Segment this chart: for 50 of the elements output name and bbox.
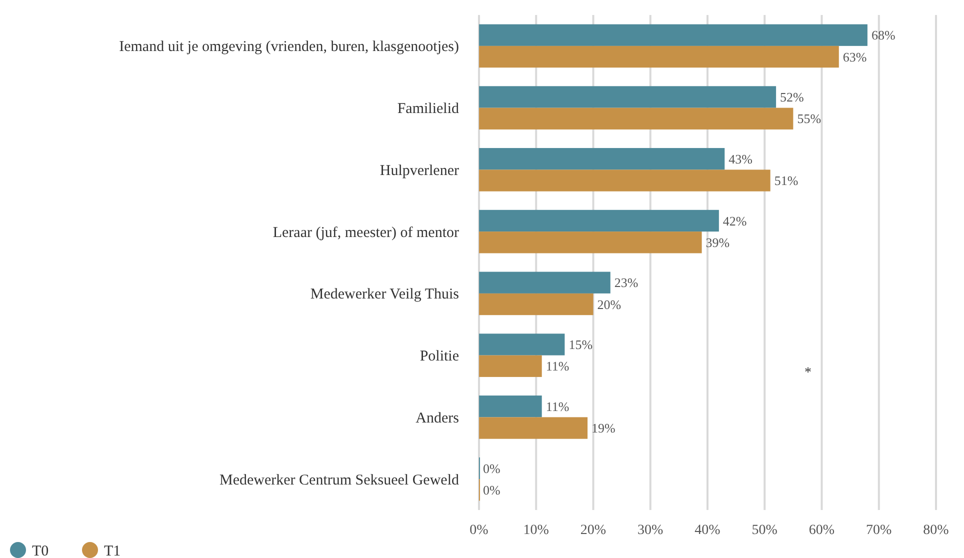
x-tick-label: 0%	[470, 523, 489, 538]
y-tick-label: Familielid	[397, 101, 460, 118]
data-label: 63%	[842, 49, 867, 64]
bar	[479, 24, 868, 46]
bar	[479, 170, 770, 192]
bar	[479, 396, 542, 418]
data-label: 55%	[797, 111, 822, 126]
x-tick-label: 40%	[694, 523, 721, 538]
bar	[479, 108, 794, 130]
bar	[479, 334, 565, 356]
data-label: 51%	[774, 173, 798, 188]
data-label: 39%	[706, 234, 730, 250]
y-tick-label: Anders	[416, 410, 460, 426]
bar	[479, 210, 719, 232]
x-tick-label: 70%	[866, 523, 892, 538]
data-label: 19%	[592, 420, 616, 436]
data-label: 11%	[546, 398, 570, 414]
bar	[479, 232, 702, 254]
x-tick-label: 80%	[923, 523, 950, 538]
bar	[479, 148, 725, 170]
x-tick-label: 60%	[808, 523, 835, 538]
x-tick-label: 30%	[638, 523, 664, 538]
y-tick-label: Medewerker Centrum Seksueel Geweld	[219, 472, 460, 488]
bar	[479, 293, 594, 316]
data-label: 23%	[614, 275, 638, 290]
x-tick-label: 50%	[752, 523, 778, 538]
data-label: 52%	[780, 90, 804, 105]
bar	[479, 355, 542, 377]
data-label: 0%	[483, 460, 500, 476]
annotation: *	[804, 365, 812, 380]
data-label: 11%	[546, 358, 570, 374]
data-label: 43%	[728, 151, 753, 166]
data-label: 15%	[568, 337, 593, 352]
data-label: 68%	[871, 28, 896, 43]
y-tick-label: Leraar (juf, meester) of mentor	[272, 224, 459, 241]
x-tick-label: 20%	[580, 523, 606, 538]
y-tick-label: Iemand uit je omgeving (vrienden, buren, klasgenootjes)	[119, 39, 459, 56]
x-tick-label: 10%	[523, 523, 550, 538]
legend-label: T0	[32, 543, 49, 558]
data-label: 20%	[597, 296, 622, 312]
bar	[479, 46, 839, 68]
y-tick-label: Hulpverlener	[380, 162, 459, 179]
y-tick-label: Medewerker Veilg Thuis	[310, 286, 460, 303]
bar	[479, 417, 588, 439]
y-tick-label: Politie	[420, 348, 460, 365]
bar	[479, 86, 776, 108]
legend-label: T1	[104, 543, 121, 558]
data-label: 0%	[483, 482, 500, 498]
bar	[479, 272, 610, 294]
data-label: 42%	[722, 213, 747, 228]
